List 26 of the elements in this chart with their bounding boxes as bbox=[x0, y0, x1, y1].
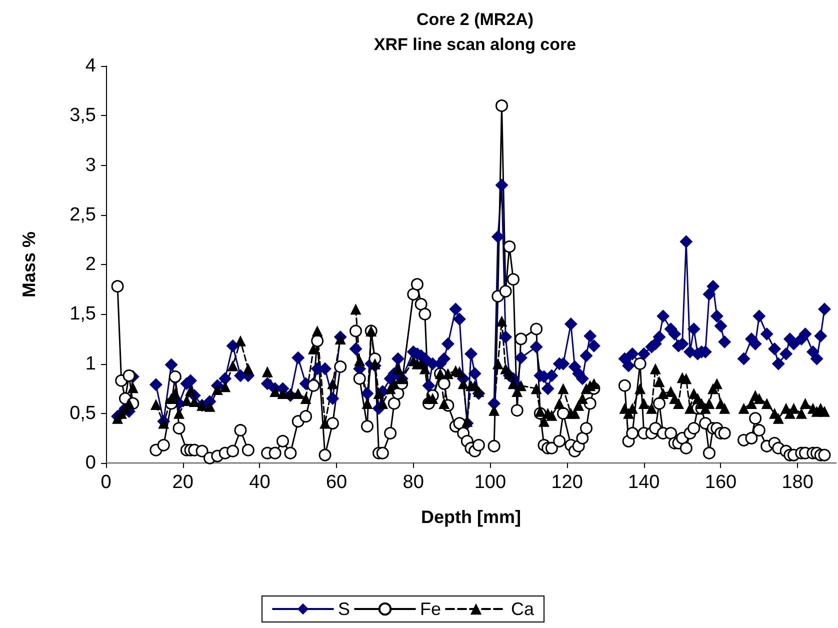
legend-label: S bbox=[338, 599, 350, 619]
x-tick-label: 180 bbox=[782, 472, 814, 493]
y-tick-label: 0,5 bbox=[70, 402, 96, 424]
y-tick-label: 0 bbox=[85, 452, 96, 474]
y-tick-label: 2,5 bbox=[70, 204, 96, 226]
y-tick-label: 4 bbox=[85, 56, 96, 76]
x-tick-label: 40 bbox=[249, 472, 270, 493]
x-tick-label: 80 bbox=[402, 472, 424, 493]
x-tick-label: 140 bbox=[628, 472, 660, 493]
x-tick-label: 60 bbox=[326, 472, 348, 493]
legend-label: Ca bbox=[511, 599, 536, 619]
legend-label: Fe bbox=[420, 599, 442, 619]
x-axis-title: Depth [mm] bbox=[421, 507, 521, 527]
chart-title: Core 2 (MR2A) bbox=[416, 10, 534, 29]
x-tick-label: 160 bbox=[704, 472, 737, 493]
y-tick-label: 2 bbox=[85, 254, 96, 275]
x-tick-label: 100 bbox=[474, 472, 506, 493]
y-tick-label: 3,5 bbox=[70, 105, 96, 126]
y-tick-label: 1 bbox=[85, 353, 96, 374]
x-tick-label: 0 bbox=[100, 472, 112, 493]
x-tick-label: 120 bbox=[551, 472, 583, 493]
y-axis-title: Mass % bbox=[19, 231, 39, 298]
chart-subtitle: XRF line scan along core bbox=[374, 35, 576, 54]
x-tick-label: 20 bbox=[172, 472, 194, 493]
y-tick-label: 3 bbox=[85, 154, 96, 176]
y-tick-label: 1,5 bbox=[70, 304, 96, 325]
